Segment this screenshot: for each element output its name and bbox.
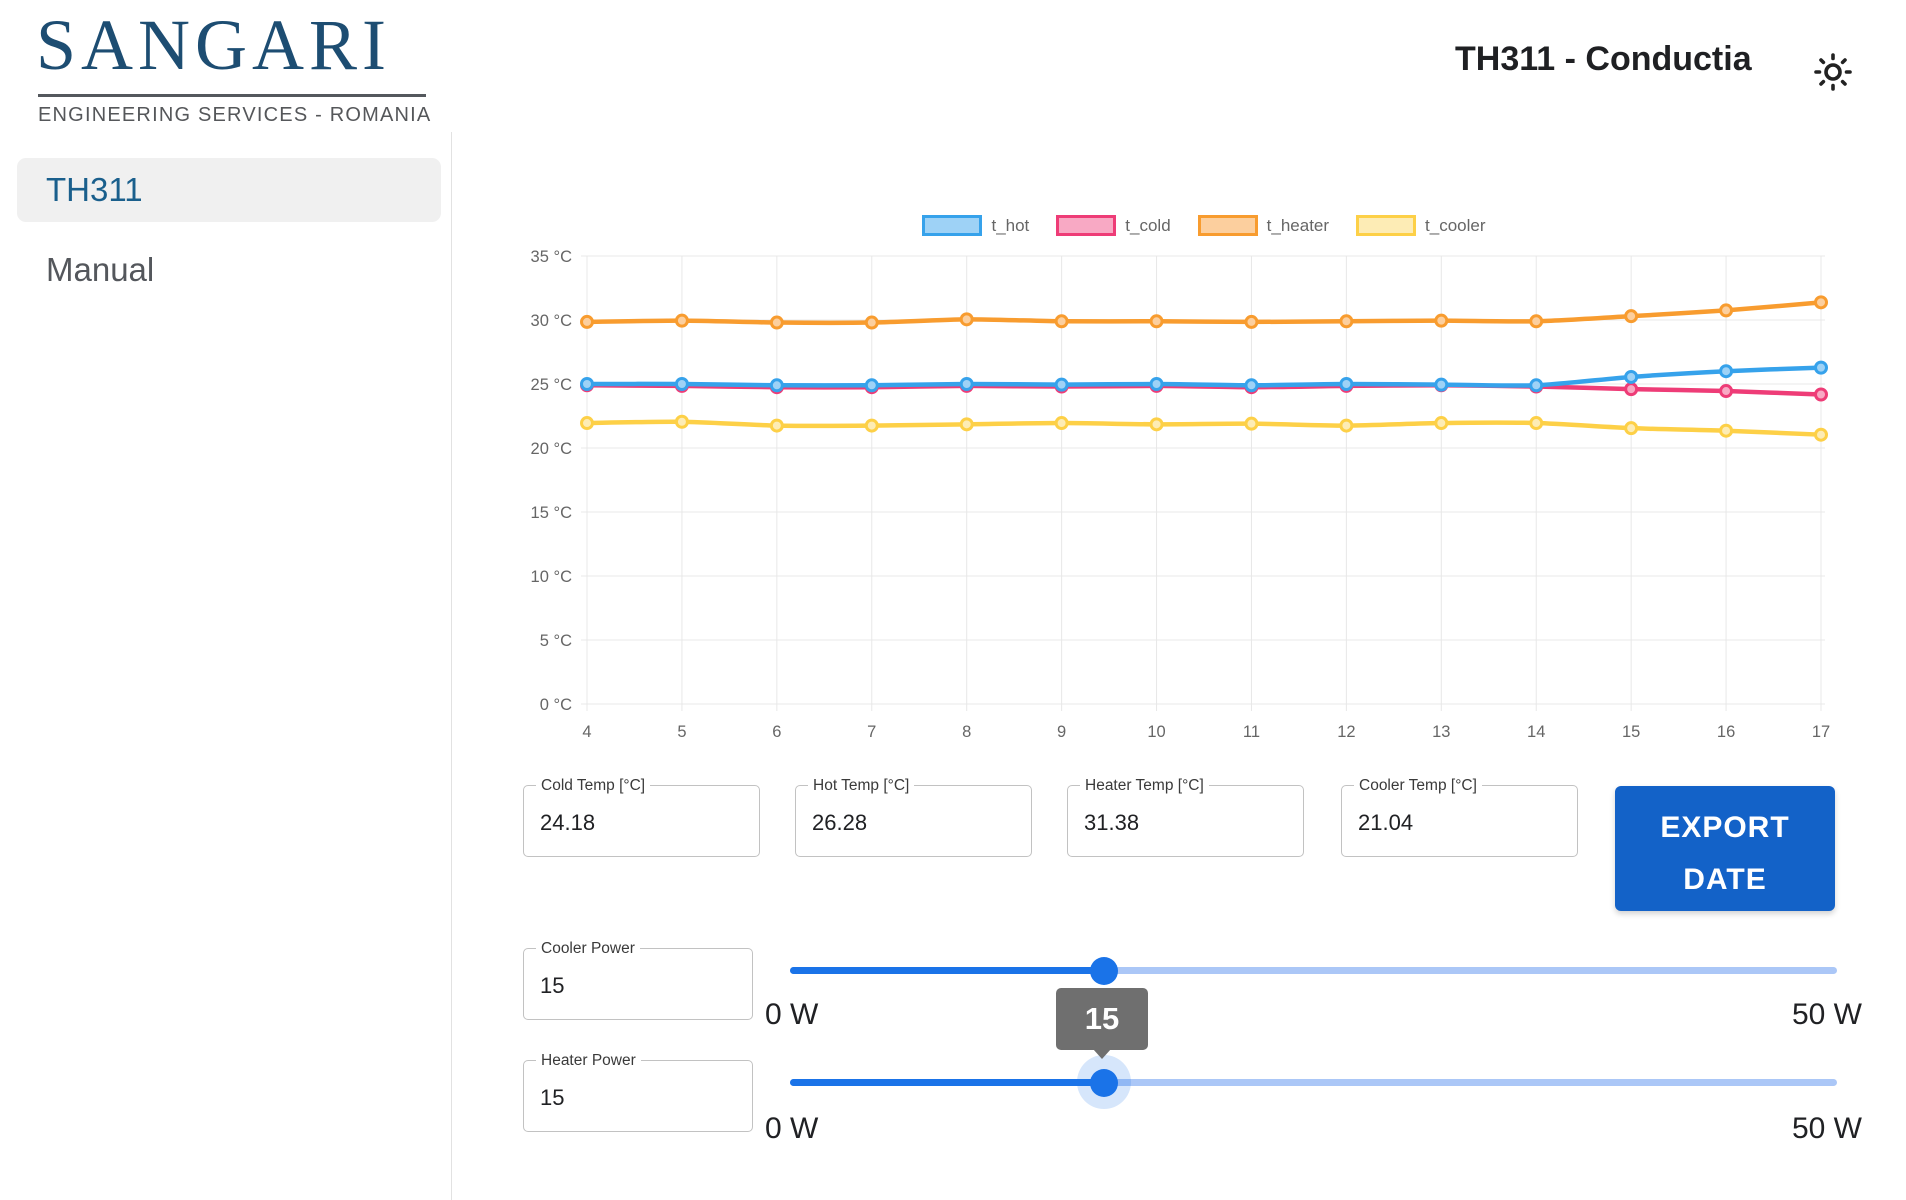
chart-legend: t_hot t_cold t_heater t_cooler <box>587 215 1821 236</box>
cooler-temp-field[interactable]: Cooler Temp [°C] 21.04 <box>1341 777 1578 857</box>
svg-text:9: 9 <box>1057 723 1066 741</box>
sidebar-item-label: TH311 <box>46 171 143 208</box>
svg-text:7: 7 <box>867 723 876 741</box>
svg-text:25 °C: 25 °C <box>531 376 573 394</box>
export-button-line1: EXPORT <box>1660 810 1790 844</box>
svg-text:13: 13 <box>1432 723 1450 741</box>
svg-text:6: 6 <box>772 723 781 741</box>
svg-text:0 °C: 0 °C <box>540 696 572 714</box>
heater-temp-value: 31.38 <box>1084 810 1140 835</box>
svg-text:17: 17 <box>1812 723 1830 741</box>
logo-title: SANGARI <box>36 5 392 85</box>
slider-fill <box>790 967 1105 974</box>
export-date-button[interactable]: EXPORT DATE <box>1615 786 1835 911</box>
legend-label: t_heater <box>1266 215 1330 235</box>
svg-text:5 °C: 5 °C <box>540 632 572 650</box>
legend-item-t-cooler[interactable]: t_cooler <box>1356 215 1486 236</box>
legend-label: t_cooler <box>1425 215 1486 235</box>
slider-fill <box>790 1079 1105 1086</box>
temperature-line-chart[interactable]: 0 °C 5 °C 10 °C 15 °C 20 °C 25 °C 30 °C 35 °C 4 5… <box>440 190 1890 770</box>
legend-item-t-hot[interactable]: t_hot <box>922 215 1029 236</box>
sidebar-item-manual[interactable]: Manual <box>17 238 441 302</box>
cooler-power-slider-handle[interactable] <box>1090 957 1119 985</box>
cooler-power-value: 15 <box>540 973 565 998</box>
heater-power-field[interactable]: Heater Power 15 <box>523 1052 753 1132</box>
svg-text:12: 12 <box>1337 723 1355 741</box>
sidebar: TH311 Manual <box>0 132 452 1200</box>
svg-text:8: 8 <box>962 723 971 741</box>
page-title: TH311 - Conductia <box>1455 40 1752 78</box>
cooler-temp-value: 21.04 <box>1358 810 1414 835</box>
hot-temp-label: Hot Temp [°C] <box>808 777 915 795</box>
legend-item-t-cold[interactable]: t_cold <box>1056 215 1171 236</box>
cooler-slider-max-label: 50 W <box>1791 998 1862 1031</box>
legend-swatch-icon <box>922 215 983 236</box>
slider-value-tooltip: 15 <box>1056 988 1148 1059</box>
svg-text:14: 14 <box>1527 723 1545 741</box>
svg-text:16: 16 <box>1717 723 1735 741</box>
legend-label: t_hot <box>991 215 1030 235</box>
cooler-power-field[interactable]: Cooler Power 15 <box>523 940 753 1020</box>
cooler-power-slider[interactable] <box>790 957 1837 985</box>
hot-temp-value: 26.28 <box>812 810 868 835</box>
svg-text:10 °C: 10 °C <box>531 568 573 586</box>
svg-text:15 °C: 15 °C <box>531 504 573 522</box>
sidebar-item-th311[interactable]: TH311 <box>17 158 441 222</box>
theme-toggle-button[interactable] <box>1811 50 1855 94</box>
legend-swatch-icon <box>1056 215 1117 236</box>
legend-label: t_cold <box>1125 215 1171 235</box>
hot-temp-field[interactable]: Hot Temp [°C] 26.28 <box>795 777 1032 857</box>
cooler-power-label: Cooler Power <box>536 940 640 958</box>
heater-power-slider-handle[interactable] <box>1090 1069 1119 1097</box>
heater-power-slider[interactable] <box>790 1055 1837 1109</box>
sun-icon <box>1811 53 1855 97</box>
cold-temp-field[interactable]: Cold Temp [°C] 24.18 <box>523 777 760 857</box>
export-button-line2: DATE <box>1683 862 1767 896</box>
heater-slider-max-label: 50 W <box>1791 1112 1862 1145</box>
legend-item-t-heater[interactable]: t_heater <box>1197 215 1330 236</box>
cooler-temp-label: Cooler Temp [°C] <box>1354 777 1482 795</box>
svg-text:5: 5 <box>677 723 686 741</box>
logo-divider <box>38 94 426 97</box>
sidebar-item-label: Manual <box>46 251 155 288</box>
svg-text:35 °C: 35 °C <box>531 248 573 266</box>
heater-slider-min-label: 0 W <box>765 1112 819 1145</box>
heater-temp-field[interactable]: Heater Temp [°C] 31.38 <box>1067 777 1304 857</box>
svg-text:20 °C: 20 °C <box>531 440 573 458</box>
svg-text:10: 10 <box>1147 723 1165 741</box>
cooler-slider-min-label: 0 W <box>765 998 819 1031</box>
svg-text:11: 11 <box>1243 723 1260 741</box>
svg-text:30 °C: 30 °C <box>531 312 573 330</box>
logo-subtitle: ENGINEERING SERVICES - ROMANIA <box>38 104 432 126</box>
heater-power-label: Heater Power <box>536 1052 641 1070</box>
legend-swatch-icon <box>1356 215 1417 236</box>
heater-power-value: 15 <box>540 1085 565 1110</box>
cold-temp-value: 24.18 <box>540 810 596 835</box>
legend-swatch-icon <box>1197 215 1258 236</box>
cold-temp-label: Cold Temp [°C] <box>536 777 651 795</box>
svg-text:4: 4 <box>582 723 591 741</box>
svg-text:15: 15 <box>1622 723 1640 741</box>
heater-temp-label: Heater Temp [°C] <box>1080 777 1209 795</box>
slider-tooltip-value: 15 <box>1084 1001 1120 1036</box>
